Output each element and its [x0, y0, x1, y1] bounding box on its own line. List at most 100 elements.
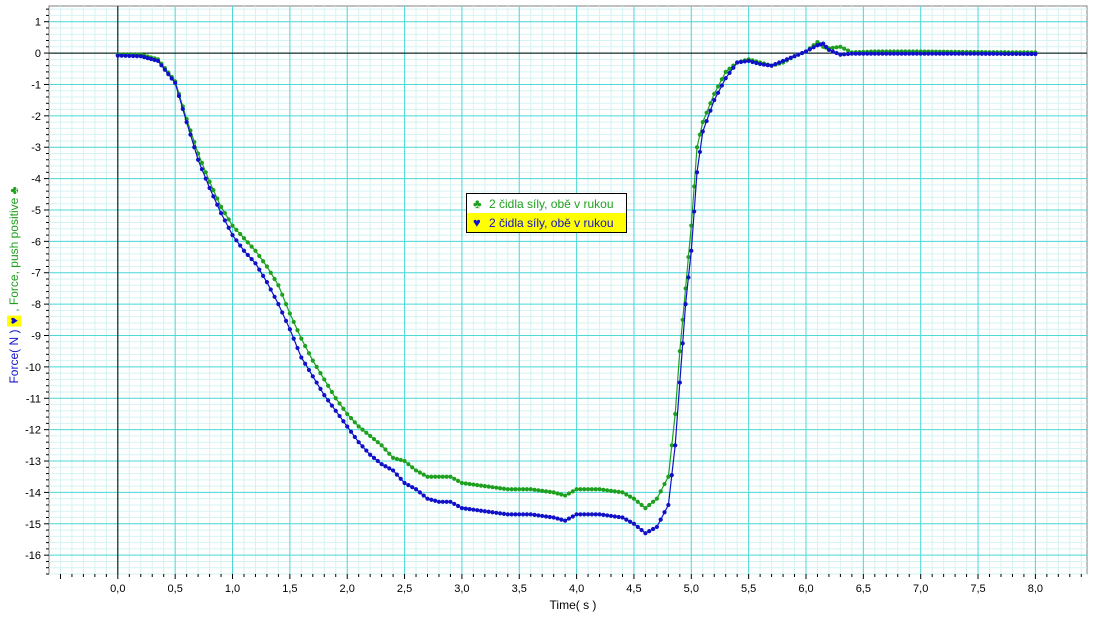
data-point: [448, 474, 453, 479]
data-point: [666, 502, 671, 508]
data-point: [991, 51, 996, 56]
data-point: [842, 52, 847, 57]
x-tick-label: 2,5: [397, 583, 412, 595]
data-point: [196, 157, 201, 162]
data-point: [475, 482, 480, 488]
data-point: [585, 512, 591, 517]
data-point: [148, 56, 154, 62]
data-point: [494, 510, 499, 515]
data-point: [245, 252, 250, 258]
data-point: [257, 253, 262, 259]
y-tick-label: 1: [35, 17, 41, 29]
data-point: [719, 83, 724, 88]
data-point: [166, 71, 171, 77]
data-point: [1014, 51, 1019, 57]
chart-legend[interactable]: ♣ 2 čidla síly, obě v rukou ♥ 2 čidla síly…: [466, 193, 627, 233]
data-point: [952, 51, 958, 56]
data-point: [192, 145, 197, 150]
data-point: [551, 490, 556, 495]
data-point: [616, 489, 621, 494]
y-tick-label: -6: [31, 236, 41, 248]
legend-item-blue[interactable]: ♥ 2 čidla síly, obě v rukou: [467, 213, 626, 232]
data-point: [322, 393, 327, 398]
data-point: [697, 132, 703, 137]
data-point: [490, 485, 495, 490]
data-point: [310, 374, 315, 379]
legend-item-green[interactable]: ♣ 2 čidla síly, obě v rukou: [467, 194, 626, 213]
data-point: [436, 499, 442, 504]
data-point: [673, 443, 678, 448]
data-point: [260, 259, 266, 264]
data-point: [968, 51, 973, 56]
data-point: [765, 63, 770, 68]
data-point: [826, 47, 832, 53]
data-point: [390, 455, 396, 460]
data-point: [605, 488, 610, 493]
data-point: [582, 512, 587, 517]
data-point: [715, 84, 721, 89]
data-point: [998, 51, 1004, 56]
data-point: [364, 430, 369, 435]
x-tick-label: 7,5: [970, 583, 985, 595]
data-point: [264, 264, 270, 269]
data-point: [830, 49, 835, 54]
data-point: [398, 457, 403, 463]
x-tick-label: 8,0: [1028, 583, 1043, 595]
data-point: [494, 485, 499, 490]
data-point: [899, 51, 904, 56]
data-point: [1021, 51, 1027, 57]
data-point: [360, 427, 365, 432]
data-point: [876, 51, 881, 56]
data-point: [754, 60, 759, 66]
data-point: [188, 132, 193, 137]
data-point: [463, 481, 468, 486]
data-point: [337, 401, 342, 406]
data-point: [758, 61, 763, 67]
data-point: [314, 380, 319, 385]
data-point: [230, 223, 235, 228]
data-point: [631, 496, 637, 501]
data-point: [666, 474, 671, 479]
data-point: [329, 403, 335, 408]
data-point: [624, 492, 629, 497]
data-point: [677, 349, 682, 354]
data-point: [268, 287, 273, 292]
data-point: [983, 51, 988, 56]
data-point: [287, 311, 292, 316]
data-point: [631, 521, 637, 526]
y-axis-title-text: Force( N ) ♥ , Force, push positive ♣: [7, 186, 21, 384]
data-point: [169, 76, 174, 81]
x-tick-label: 3,0: [454, 583, 469, 595]
data-point: [528, 487, 533, 492]
data-point: [203, 176, 208, 181]
data-point: [654, 524, 659, 530]
major-grid: [49, 6, 1087, 574]
data-point: [371, 436, 377, 442]
data-point: [700, 120, 705, 125]
y-tick-label: -5: [31, 205, 41, 217]
data-point: [719, 77, 724, 82]
x-tick-label: 2,0: [340, 583, 355, 595]
data-point: [578, 512, 583, 517]
data-point: [1017, 51, 1023, 57]
data-point: [536, 513, 541, 518]
y-title-suffix: , Force, push positive: [7, 197, 21, 312]
data-point: [589, 512, 594, 517]
data-point: [325, 383, 331, 388]
data-point: [540, 488, 545, 493]
data-point: [593, 512, 598, 517]
data-point: [650, 499, 656, 504]
data-point: [513, 487, 518, 492]
data-point: [467, 481, 472, 487]
data-point: [601, 512, 606, 517]
data-point: [597, 487, 602, 492]
data-point: [761, 62, 767, 67]
data-point: [138, 54, 143, 59]
data-point: [807, 47, 812, 52]
data-point: [972, 51, 977, 56]
data-point: [708, 108, 713, 113]
data-point: [566, 516, 572, 521]
data-point: [264, 280, 270, 285]
data-point: [234, 238, 239, 243]
data-point: [723, 69, 728, 75]
